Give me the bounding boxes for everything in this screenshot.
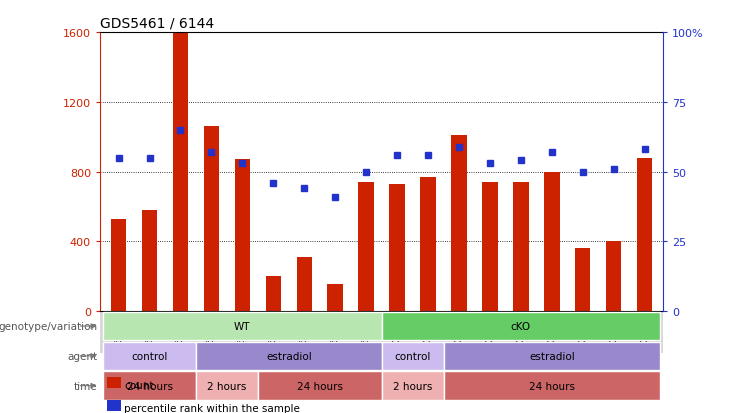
Text: genotype/variation: genotype/variation — [0, 321, 97, 331]
Text: 24 hours: 24 hours — [529, 381, 575, 391]
Bar — [103, 371, 196, 400]
Bar — [265, 277, 281, 311]
Text: 2 hours: 2 hours — [207, 381, 247, 391]
Bar — [606, 242, 622, 311]
Bar — [258, 371, 382, 400]
Bar — [513, 183, 528, 311]
Text: 24 hours: 24 hours — [296, 381, 343, 391]
Text: count: count — [124, 380, 154, 390]
Bar — [328, 285, 343, 311]
Bar — [142, 211, 157, 311]
Text: agent: agent — [67, 351, 97, 361]
Text: GDS5461 / 6144: GDS5461 / 6144 — [100, 17, 214, 31]
Bar — [382, 371, 444, 400]
Text: control: control — [394, 351, 431, 361]
Text: cKO: cKO — [511, 321, 531, 331]
Bar — [296, 257, 312, 311]
Bar — [575, 249, 591, 311]
Text: 2 hours: 2 hours — [393, 381, 432, 391]
Bar — [382, 342, 444, 370]
Bar — [235, 160, 250, 311]
Bar — [111, 219, 126, 311]
Bar — [444, 371, 660, 400]
Bar — [420, 178, 436, 311]
Text: 24 hours: 24 hours — [127, 381, 173, 391]
Bar — [444, 342, 660, 370]
Bar — [359, 183, 374, 311]
Bar — [482, 183, 498, 311]
Bar — [544, 172, 559, 311]
Text: percentile rank within the sample: percentile rank within the sample — [124, 403, 300, 413]
Text: control: control — [131, 351, 167, 361]
Text: estradiol: estradiol — [266, 351, 312, 361]
Bar — [637, 158, 652, 311]
Text: WT: WT — [234, 321, 250, 331]
Bar — [196, 342, 382, 370]
Bar — [451, 136, 467, 311]
Bar — [103, 342, 196, 370]
Bar — [389, 184, 405, 311]
Bar — [103, 312, 382, 341]
Bar — [173, 33, 188, 311]
Bar — [196, 371, 258, 400]
Text: estradiol: estradiol — [529, 351, 575, 361]
Bar — [204, 127, 219, 311]
Bar — [382, 312, 660, 341]
Text: time: time — [73, 381, 97, 391]
